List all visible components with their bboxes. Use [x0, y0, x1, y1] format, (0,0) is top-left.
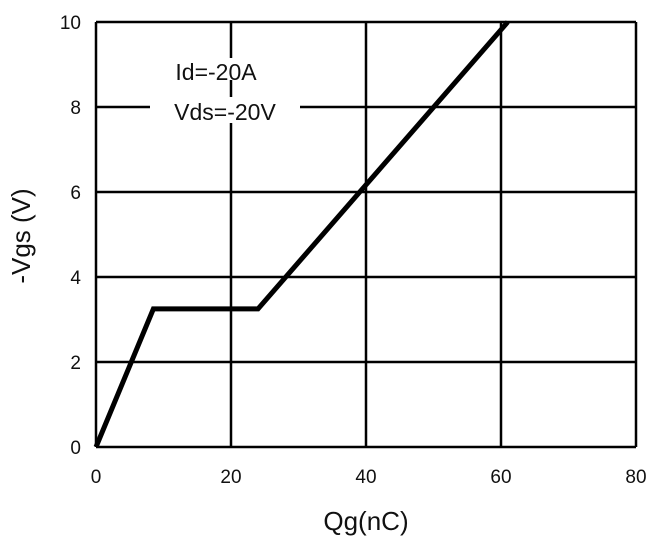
- y-tick-label: 6: [70, 183, 81, 204]
- x-tick-label: 40: [355, 467, 376, 488]
- y-tick-label: 2: [70, 353, 81, 374]
- annotation-mask-rect: [150, 58, 282, 80]
- x-tick-label: 0: [91, 467, 102, 488]
- annotation-vds: Vds=-20V: [174, 99, 276, 125]
- series-line: [93, 20, 510, 448]
- y-tick-label: 8: [70, 98, 81, 119]
- x-tick-labels: 0 20 40 60 80: [91, 467, 647, 488]
- y-tick-label: 0: [70, 438, 81, 459]
- x-tick-label: 60: [490, 467, 511, 488]
- annotation-id: Id=-20A: [175, 59, 257, 85]
- y-tick-label: 4: [70, 268, 81, 289]
- series-layer: [93, 20, 510, 448]
- annotation-mask: [150, 58, 300, 123]
- y-tick-labels: 0 2 4 6 8 10: [60, 13, 82, 459]
- grid: [94, 20, 638, 449]
- x-axis-title: Qg(nC): [323, 506, 408, 536]
- y-axis-title: -Vgs (V): [6, 188, 36, 283]
- y-tick-label: 10: [60, 13, 81, 34]
- x-tick-label: 80: [625, 467, 646, 488]
- annotation-mask-rect: [150, 97, 300, 123]
- x-tick-label: 20: [220, 467, 241, 488]
